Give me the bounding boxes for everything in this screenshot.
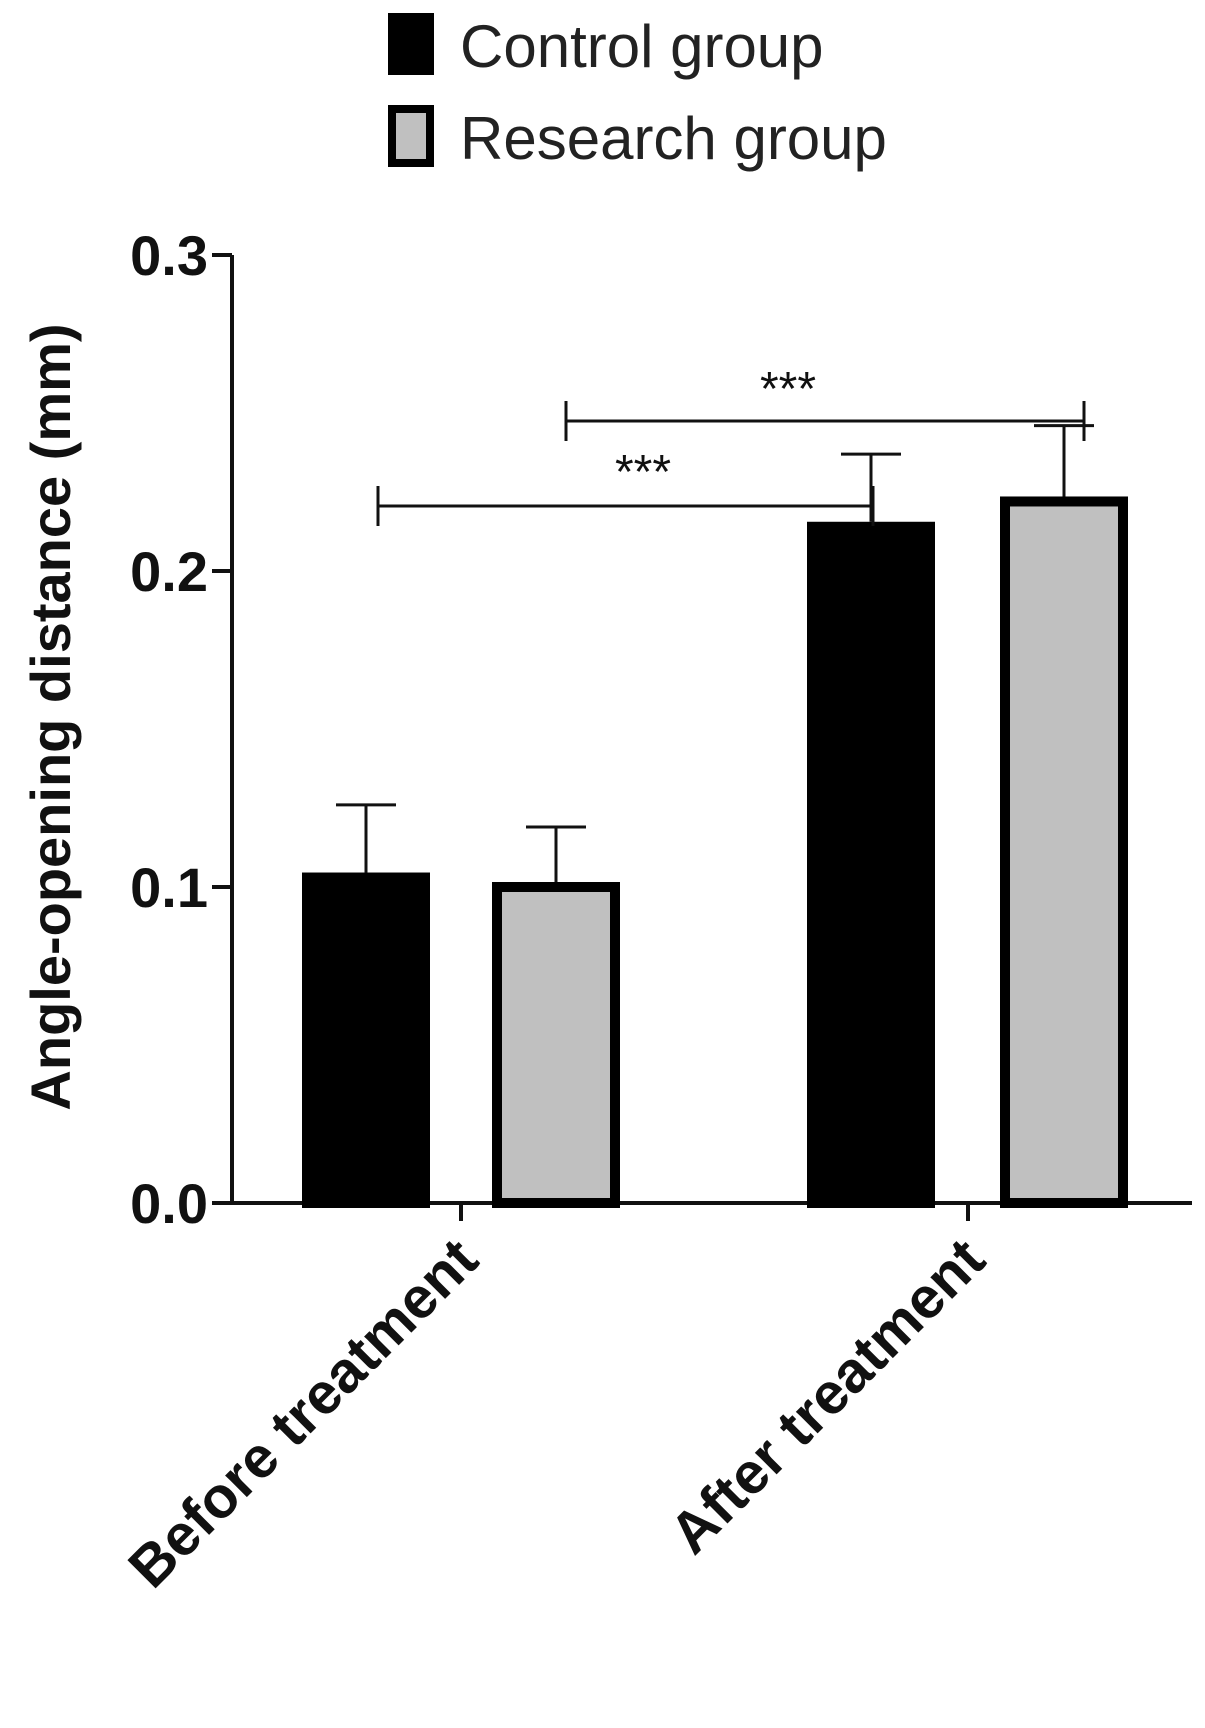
bar [302,872,430,1209]
legend-swatch [388,105,434,167]
significance-annotations: *** *** [376,363,1086,526]
y-axis-title: Angle-opening distance (mm) [19,323,82,1110]
x-category-label: Before treatment [116,1226,490,1600]
y-axis: 0.0 0.1 0.2 0.3 Angle-opening distance (mm) [19,224,234,1235]
y-tick-label: 0.0 [130,1172,208,1235]
legend: Control group Research group [388,13,887,172]
y-tick-label: 0.2 [130,540,208,603]
bar [1000,496,1128,1209]
bar [807,521,935,1208]
y-tick-label: 0.1 [130,856,208,919]
bar [492,882,620,1208]
significance-label: *** [760,363,816,416]
legend-swatch [388,13,434,75]
legend-label: Control group [460,13,824,80]
bars [302,496,1128,1209]
error-bars [336,424,1094,882]
x-axis: Before treatment After treatment [116,1201,1192,1600]
x-category-label: After treatment [657,1226,997,1566]
significance-label: *** [615,446,671,499]
y-tick-label: 0.3 [130,224,208,287]
legend-label: Research group [460,105,887,172]
